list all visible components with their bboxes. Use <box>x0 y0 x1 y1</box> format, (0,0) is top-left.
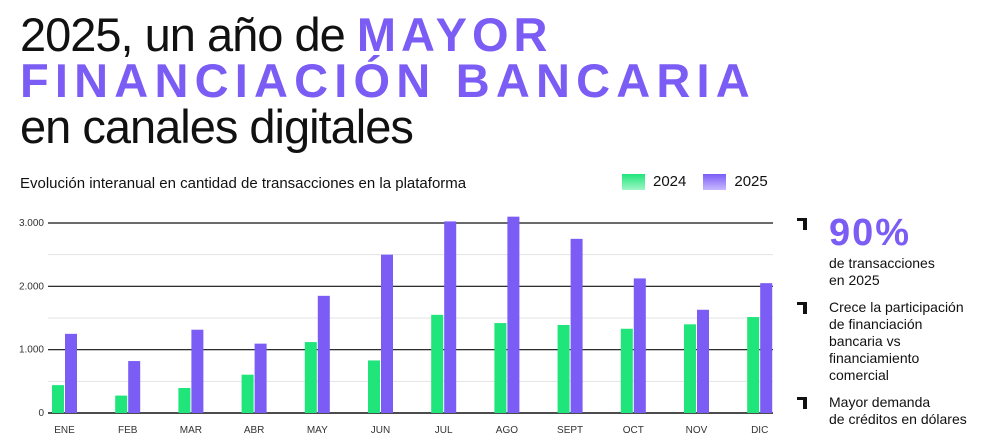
point-text-line: comercial <box>829 367 889 383</box>
bar-2025 <box>444 221 457 413</box>
x-tick-label: ABR <box>244 425 265 436</box>
highlights-panel: 90% de transacciones en 2025 Crece la pa… <box>797 212 987 428</box>
x-tick-label: JUL <box>435 425 453 436</box>
y-tick-label: 1.000 <box>19 345 44 356</box>
bar-2025 <box>760 283 773 413</box>
bar-2024 <box>241 374 254 413</box>
stat-text-line: en 2025 <box>829 272 880 288</box>
highlight-point-2: Mayor demanda de créditos en dólares <box>797 394 987 428</box>
point-text-line: Mayor demanda <box>829 394 931 410</box>
corner-bullet-icon <box>797 218 807 230</box>
y-tick-label: 2.000 <box>19 281 44 292</box>
point-text-line: de créditos en dólares <box>829 411 967 427</box>
bar-chart: 0 1.000 2.000 3.000 ENE FEB MAR ABR MAY JUN JUL AGO… <box>19 216 773 436</box>
bar-2024 <box>52 385 64 413</box>
x-tick-label: JUN <box>371 425 390 436</box>
x-tick-label: ENE <box>54 425 75 436</box>
bar-2025 <box>254 343 267 413</box>
highlight-stat: 90% de transacciones en 2025 <box>797 212 987 289</box>
bar-2025 <box>65 333 77 413</box>
bar-2025 <box>570 238 583 413</box>
chart-subtitle: Evolución interanual en cantidad de tran… <box>20 175 467 192</box>
legend-label-2024: 2024 <box>653 173 687 190</box>
bar-2025 <box>381 254 393 413</box>
bar-2025 <box>317 295 330 413</box>
bar-2024 <box>178 387 191 413</box>
x-tick-label: NOV <box>686 425 708 436</box>
x-tick-label: DIC <box>751 425 768 436</box>
y-tick-label: 0 <box>38 408 44 419</box>
bar-2025 <box>507 216 520 413</box>
title-part1: 2025, un año de <box>20 8 357 61</box>
point-text-line: financiamiento <box>829 350 920 366</box>
highlight-point-1: Crece la participación de financiación b… <box>797 299 987 384</box>
bar-2025 <box>633 278 646 413</box>
legend-swatch-2025 <box>703 173 727 190</box>
bar-2025 <box>191 329 204 413</box>
point-text-line: de financiación <box>829 316 923 332</box>
bar-2024 <box>684 324 696 413</box>
title-highlight1: MAYOR <box>356 8 553 61</box>
point-text-line: bancaria vs <box>829 333 901 349</box>
bar-2024 <box>431 314 444 413</box>
bar-2025 <box>128 361 141 413</box>
bar-2024 <box>368 360 380 413</box>
page-title: 2025, un año de MAYOR FINANCIACIÓN BANCA… <box>20 11 756 153</box>
x-tick-label: MAR <box>180 425 202 436</box>
point-text-line: Crece la participación <box>829 299 964 315</box>
bar-2024 <box>115 395 128 413</box>
x-tick-label: AGO <box>496 425 518 436</box>
bar-2025 <box>697 309 709 413</box>
bar-2024 <box>304 342 317 413</box>
title-part3: en canales digitales <box>20 100 414 153</box>
legend-swatch-2024 <box>622 173 645 190</box>
bar-2024 <box>747 317 760 413</box>
x-tick-label: OCT <box>623 425 644 436</box>
y-tick-label: 3.000 <box>19 218 44 229</box>
bar-2024 <box>557 324 570 413</box>
x-tick-label: MAY <box>307 425 328 436</box>
stat-value: 90% <box>829 212 912 254</box>
legend-label-2025: 2025 <box>734 173 768 190</box>
title-highlight2: FINANCIACIÓN BANCARIA <box>20 54 756 107</box>
bar-2024 <box>494 323 507 413</box>
stat-text-line: de transacciones <box>829 255 935 271</box>
bar-2024 <box>620 328 633 413</box>
corner-bullet-icon <box>797 397 807 409</box>
x-tick-label: FEB <box>118 425 138 436</box>
chart-legend: 2024 2025 <box>622 173 768 190</box>
corner-bullet-icon <box>797 302 807 314</box>
x-tick-label: SEPT <box>557 425 583 436</box>
